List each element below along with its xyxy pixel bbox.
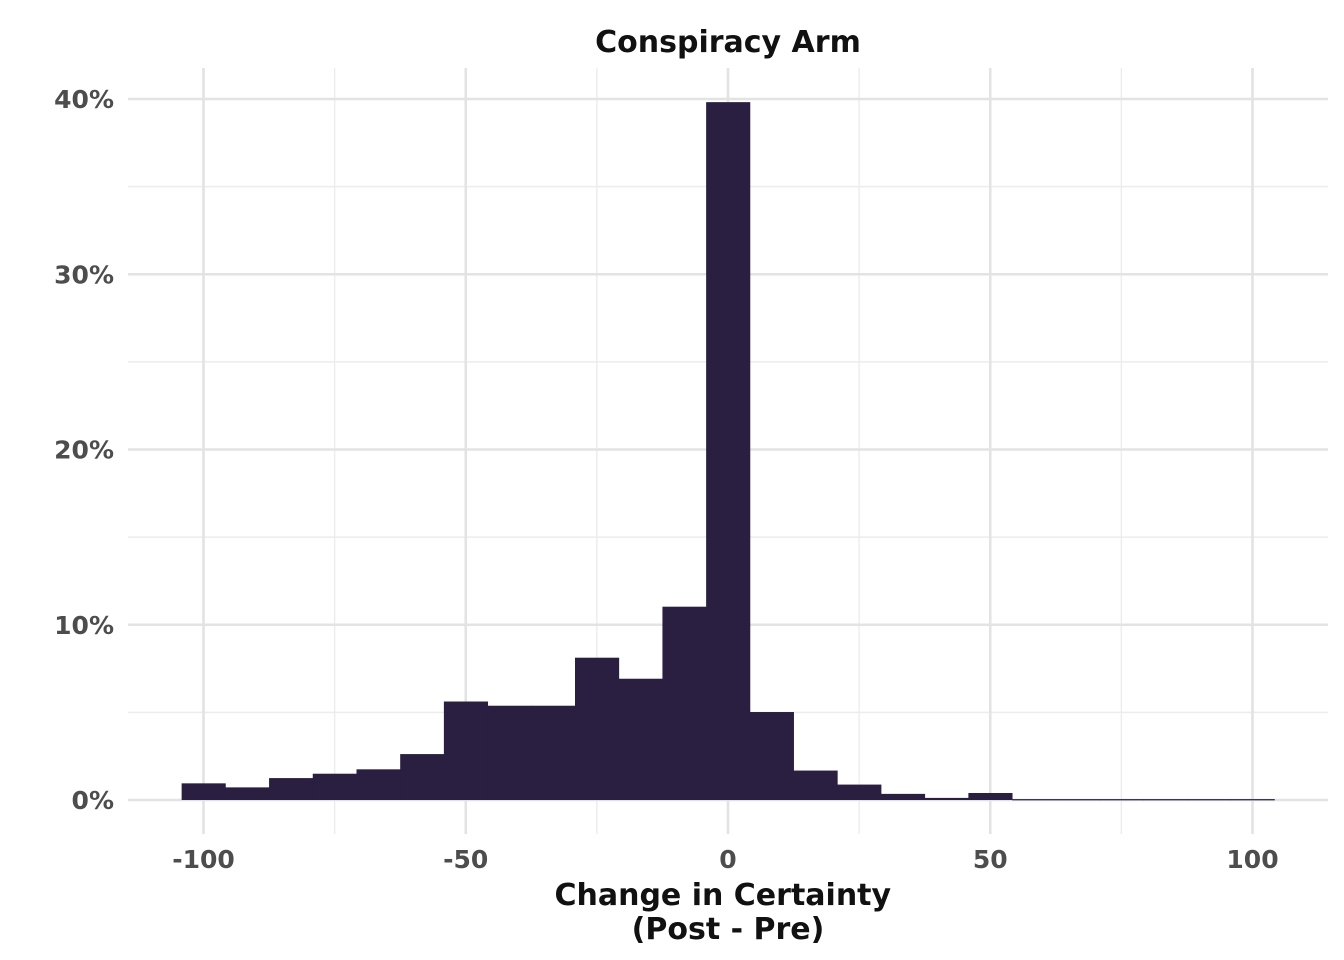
histogram-bar <box>531 705 576 800</box>
histogram-bar <box>706 102 751 800</box>
histogram-bar <box>1055 799 1100 801</box>
histogram-bar <box>400 754 445 800</box>
histogram-bar <box>618 678 663 800</box>
grid-lines <box>128 68 1328 834</box>
histogram-bar <box>1186 799 1232 801</box>
y-tick-label: 0% <box>72 786 114 815</box>
histogram-bar <box>269 778 314 800</box>
histogram-bar <box>356 769 401 800</box>
histogram-bar <box>181 783 226 800</box>
x-axis-title-line-2: (Post - Pre) <box>632 912 825 947</box>
chart-title: Conspiracy Arm <box>595 25 861 60</box>
y-tick-label: 30% <box>54 260 114 289</box>
x-tick-label: -100 <box>172 845 235 874</box>
histogram-bar <box>1230 799 1275 801</box>
x-tick-label: 0 <box>719 845 736 874</box>
histogram-bar <box>793 770 838 800</box>
histogram-bar <box>662 606 707 800</box>
histogram-bar <box>749 712 794 800</box>
histogram-bar <box>487 705 532 800</box>
histogram-bar <box>225 787 270 800</box>
x-tick-label: -50 <box>443 845 488 874</box>
x-axis-title-line-1: Change in Certainty <box>554 878 891 913</box>
histogram-bar <box>924 797 969 800</box>
histogram-bar <box>968 792 1013 800</box>
histogram-bar <box>312 773 357 800</box>
x-axis-title: Change in Certainty (Post - Pre) <box>554 878 901 947</box>
histogram-bar <box>443 701 489 800</box>
y-axis-tick-labels: 0% 10% 20% 30% 40% <box>54 85 114 815</box>
histogram-bars <box>181 102 1275 801</box>
histogram-bar <box>837 784 882 800</box>
x-tick-label: 50 <box>973 845 1008 874</box>
histogram-bar <box>1012 799 1057 801</box>
histogram-bar <box>1143 799 1188 801</box>
histogram-bar <box>881 793 926 800</box>
x-axis-tick-labels: -100 -50 0 50 100 <box>172 845 1278 874</box>
histogram-bar <box>1099 799 1144 801</box>
y-tick-label: 10% <box>54 611 114 640</box>
y-tick-label: 40% <box>54 85 114 114</box>
histogram-bar <box>575 657 620 800</box>
y-tick-label: 20% <box>54 436 114 465</box>
x-tick-label: 100 <box>1226 845 1278 874</box>
